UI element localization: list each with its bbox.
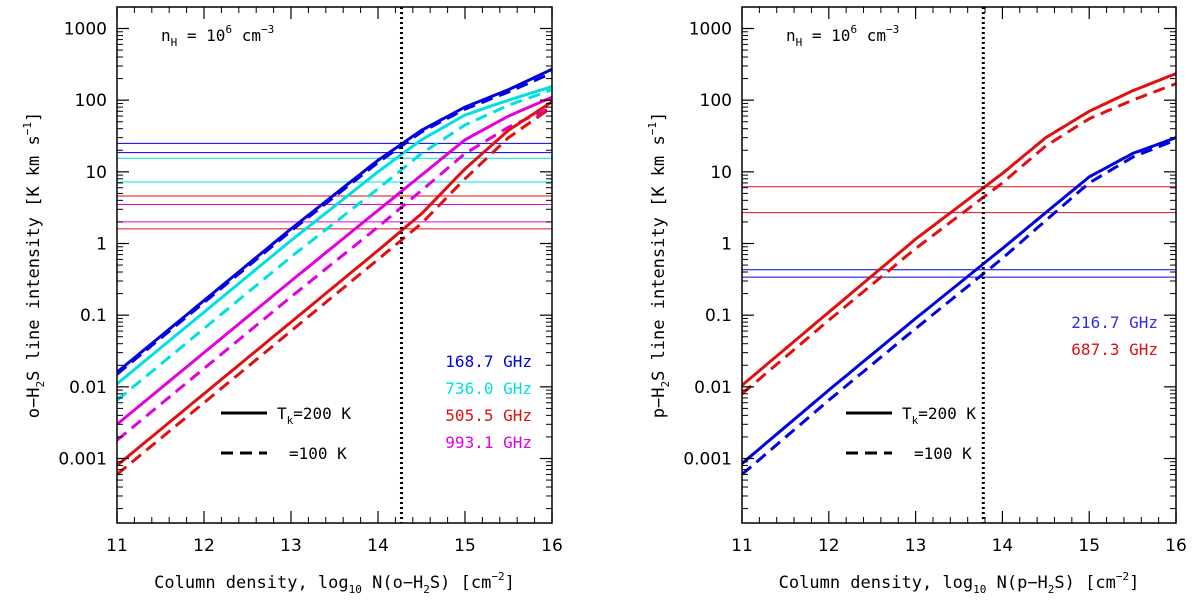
frequency-legend-item: 687.3 GHz xyxy=(1071,340,1158,359)
x-tick-label: 15 xyxy=(454,536,476,556)
y-tick-label: 0.1 xyxy=(80,306,107,326)
y-tick-label: 1000 xyxy=(64,20,107,40)
series-line xyxy=(742,72,1176,387)
x-tick-label: 13 xyxy=(280,536,302,556)
series-line xyxy=(117,67,552,374)
x-tick-label: 11 xyxy=(731,536,753,556)
y-tick-label: 100 xyxy=(75,91,107,111)
x-tick-label: 14 xyxy=(367,536,389,556)
y-tick-label: 0.001 xyxy=(58,450,107,470)
series-line xyxy=(117,88,552,402)
plot-area xyxy=(117,67,552,476)
y-tick-label: 0.01 xyxy=(69,378,107,398)
series-line xyxy=(117,85,552,386)
panel-right: 11 12 13 14 15 16 0.001 0.01 0.1 1 10 100 1000 nH = 1… xyxy=(646,6,1187,596)
series-line xyxy=(742,136,1176,465)
legend-dashed-label: =100 K xyxy=(914,444,972,463)
y-tick-label: 10 xyxy=(85,163,107,183)
y-tick-label: 10 xyxy=(710,163,732,183)
x-tick-label: 12 xyxy=(818,536,840,556)
x-axis-label: Column density, log10 N(p−H2S) [cm−2] xyxy=(779,570,1140,596)
y-tick-label: 0.001 xyxy=(683,450,732,470)
y-tick-label: 0.1 xyxy=(705,306,732,326)
y-tick-label: 1 xyxy=(721,235,732,255)
series-line xyxy=(117,100,552,467)
legend-solid-label: Tk=200 K xyxy=(277,404,351,427)
x-tick-label: 11 xyxy=(106,536,128,556)
frequency-legend-item: 216.7 GHz xyxy=(1071,313,1158,332)
x-tick-label: 14 xyxy=(992,536,1014,556)
x-tick-label: 12 xyxy=(193,536,215,556)
y-tick-label: 0.01 xyxy=(694,378,732,398)
frequency-legend-item: 736.0 GHz xyxy=(445,379,532,398)
y-tick-label: 1 xyxy=(96,235,107,255)
frequency-legend-item: 993.1 GHz xyxy=(445,433,532,452)
series-line xyxy=(117,71,552,376)
x-tick-label: 13 xyxy=(905,536,927,556)
plot-area xyxy=(742,72,1176,476)
series-line xyxy=(742,82,1176,395)
frequency-legend-item: 168.7 GHz xyxy=(445,352,532,371)
y-axis-label: o−H2S line intensity [K km s−1] xyxy=(21,112,47,418)
y-tick-label: 100 xyxy=(700,91,732,111)
series-line xyxy=(117,105,552,442)
y-tick-label: 1000 xyxy=(689,20,732,40)
density-annotation: nH = 106 cm−3 xyxy=(161,23,274,49)
legend-solid-label: Tk=200 K xyxy=(902,404,976,427)
y-axis-label: p−H2S line intensity [K km s−1] xyxy=(646,112,672,418)
x-axis-label: Column density, log10 N(o−H2S) [cm−2] xyxy=(154,570,515,596)
series-line xyxy=(117,105,552,476)
panel-left: 11 12 13 14 15 16 0.001 0.01 0.1 1 10 100 1000 nH = 1… xyxy=(21,6,563,596)
series-line xyxy=(742,138,1176,476)
x-tick-label: 16 xyxy=(541,536,563,556)
x-tick-label: 15 xyxy=(1078,536,1100,556)
x-tick-label: 16 xyxy=(1165,536,1187,556)
legend-dashed-label: =100 K xyxy=(289,444,347,463)
frequency-legend-item: 505.5 GHz xyxy=(445,406,532,425)
density-annotation: nH = 106 cm−3 xyxy=(786,23,899,49)
series-line xyxy=(117,95,552,426)
